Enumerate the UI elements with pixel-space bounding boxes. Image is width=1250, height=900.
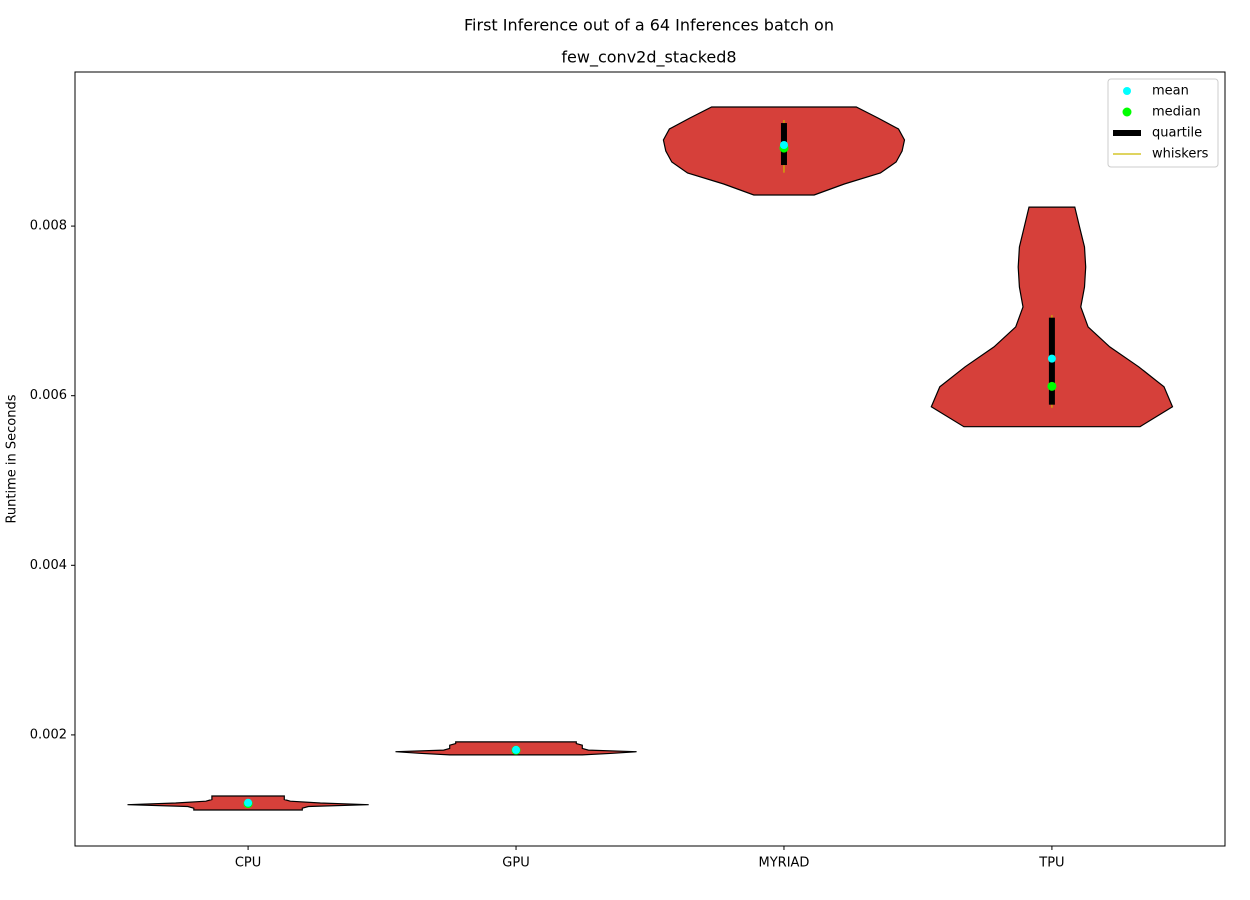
mean-marker [1047,354,1056,363]
x-tick-label: MYRIAD [759,856,810,871]
mean-marker [512,745,521,754]
legend-box [1107,78,1219,168]
y-tick-label: 0.006 [30,388,67,403]
mean-marker [244,798,253,807]
legend-label: whiskers [1152,147,1209,162]
legend-label: median [1152,105,1201,120]
x-tick-label: TPU [1038,856,1064,871]
x-tick-label: GPU [502,856,529,871]
legend-label: mean [1152,84,1189,99]
mean-marker [779,141,788,150]
legend-median [1122,107,1132,117]
y-tick-label: 0.002 [30,727,67,742]
chart-title: First Inference out of a 64 Inferences b… [464,16,834,35]
legend-mean [1123,87,1131,95]
median-marker [1047,381,1057,391]
chart-subtitle: few_conv2d_stacked8 [561,48,736,68]
y-tick-label: 0.004 [30,558,67,573]
legend-quartile [1113,130,1141,136]
legend-label: quartile [1152,126,1202,141]
x-tick-label: CPU [235,856,261,871]
y-axis-label: Runtime in Seconds [5,394,20,523]
plot-frame [74,71,1226,847]
y-tick-label: 0.008 [30,219,67,234]
